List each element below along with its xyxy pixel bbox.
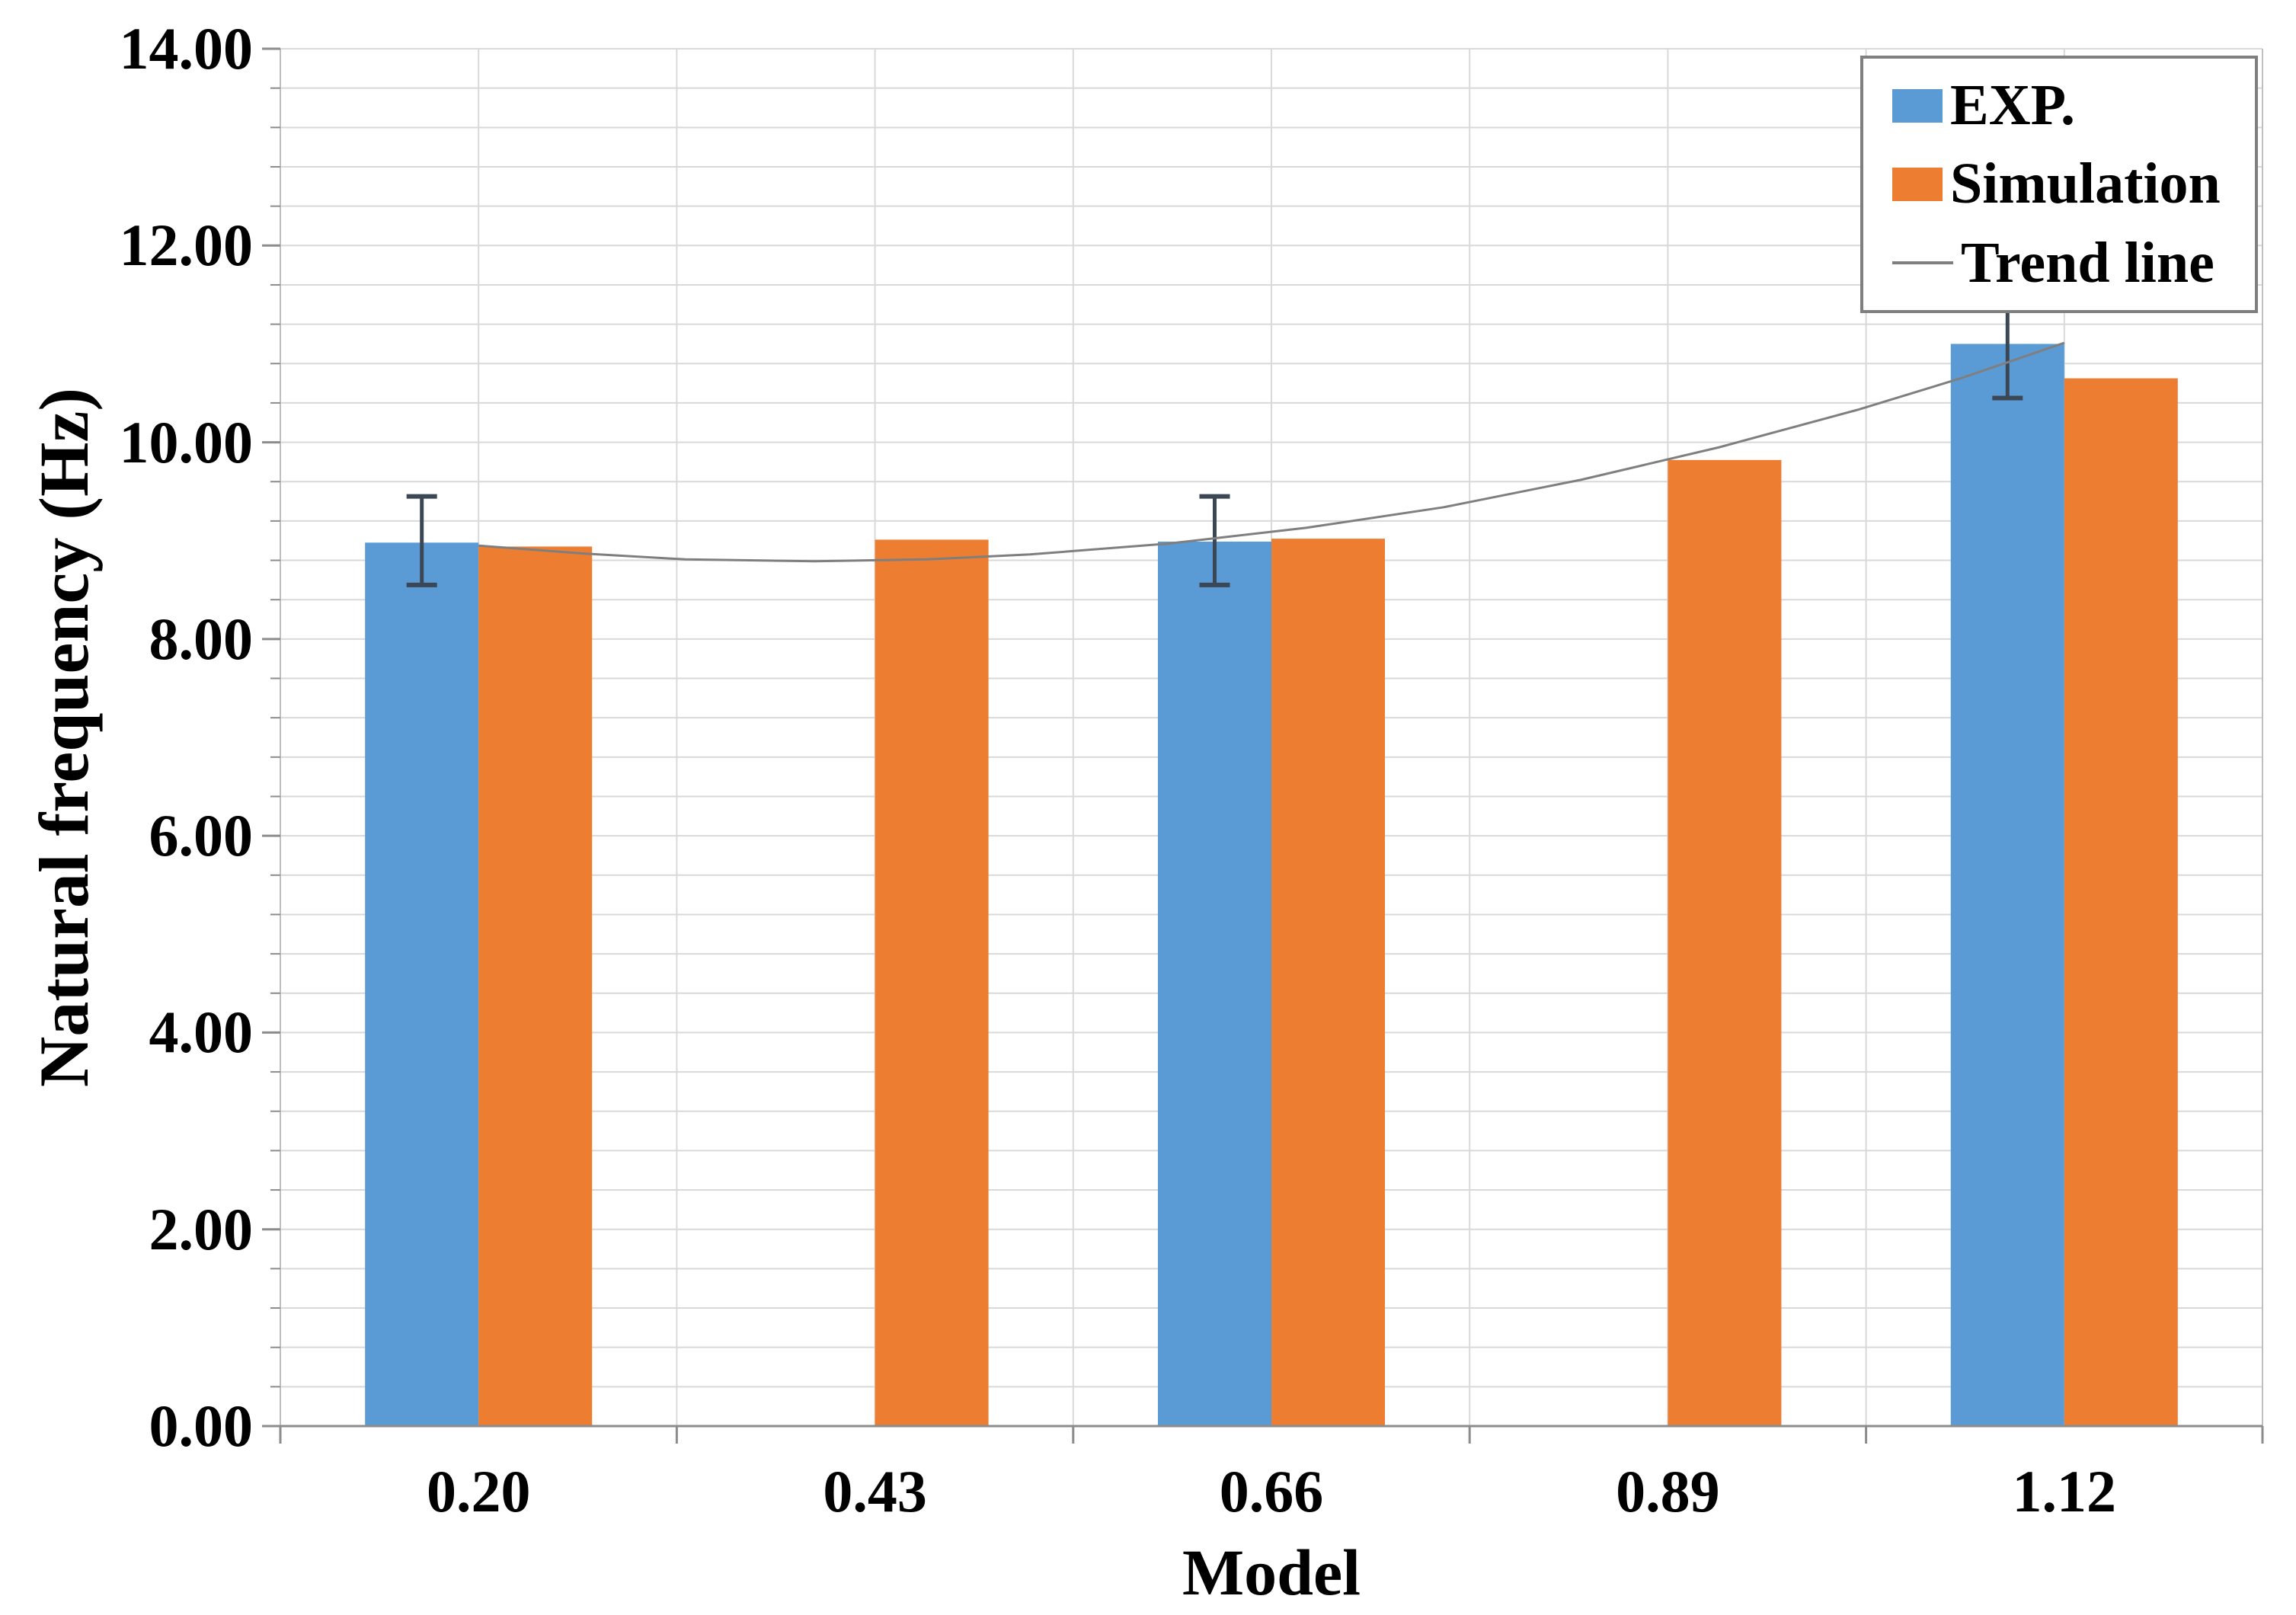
y-tick-label-4.00: 4.00 (149, 999, 254, 1066)
legend-swatch-trendline-icon (1892, 261, 1953, 265)
y-tick-label-12.00: 12.00 (119, 212, 254, 279)
y-tick-label-6.00: 6.00 (149, 802, 254, 869)
legend-item-trendline: Trend line (1892, 230, 2250, 296)
legend: EXP. Simulation Trend line (1860, 56, 2258, 313)
x-tick-label-0.43: 0.43 (823, 1458, 927, 1524)
bar-exp-0.66 (1158, 542, 1271, 1426)
bar-exp-1.12 (1950, 344, 2064, 1426)
y-tick-label-8.00: 8.00 (149, 605, 254, 672)
legend-label-simulation: Simulation (1950, 152, 2221, 216)
legend-label-trendline: Trend line (1961, 230, 2214, 295)
x-tick-label-1.12: 1.12 (2012, 1458, 2117, 1524)
bar-simulation-0.66 (1271, 539, 1385, 1427)
y-tick-label-14.00: 14.00 (119, 15, 254, 82)
y-tick-label-10.00: 10.00 (119, 408, 254, 475)
legend-swatch-simulation-icon (1892, 167, 1943, 201)
bar-simulation-0.89 (1668, 459, 1782, 1426)
x-axis-title: Model (1182, 1536, 1361, 1609)
x-tick-label-0.20: 0.20 (426, 1458, 531, 1524)
y-tick-label-2.00: 2.00 (149, 1195, 254, 1262)
bar-simulation-1.12 (2064, 378, 2178, 1427)
y-tick-label-0.00: 0.00 (149, 1393, 254, 1459)
bar-exp-0.20 (365, 542, 479, 1426)
bar-simulation-0.20 (478, 546, 593, 1426)
trend-line (478, 341, 2065, 563)
bar-simulation-0.43 (875, 539, 989, 1426)
y-axis-title: Natural frequency (Hz) (25, 387, 103, 1088)
legend-item-exp: EXP. (1892, 72, 2250, 139)
x-tick-label-0.66: 0.66 (1219, 1458, 1324, 1524)
legend-swatch-exp-icon (1892, 88, 1943, 123)
legend-label-exp: EXP. (1950, 73, 2076, 138)
x-tick-label-0.89: 0.89 (1616, 1458, 1720, 1524)
legend-item-simulation: Simulation (1892, 151, 2250, 217)
